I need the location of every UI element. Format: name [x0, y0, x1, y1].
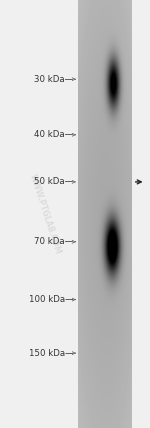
- Text: 100 kDa—: 100 kDa—: [29, 295, 74, 304]
- Text: 150 kDa—: 150 kDa—: [29, 348, 74, 358]
- Text: 70 kDa—: 70 kDa—: [34, 237, 74, 247]
- Text: 30 kDa—: 30 kDa—: [34, 74, 74, 84]
- Text: 40 kDa—: 40 kDa—: [34, 130, 74, 140]
- Text: WWW.PTGLAB.COM: WWW.PTGLAB.COM: [28, 172, 62, 256]
- Text: 50 kDa—: 50 kDa—: [34, 177, 74, 187]
